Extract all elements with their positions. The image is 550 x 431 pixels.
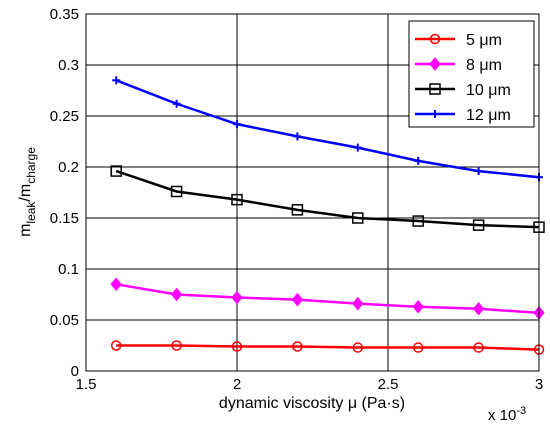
data-point (170, 185, 183, 198)
data-point (110, 165, 122, 177)
legend-marker (429, 57, 441, 71)
data-point (291, 292, 304, 307)
x-axis-title: dynamic viscosity μ (Pa·s) (219, 395, 405, 412)
data-point (172, 99, 181, 108)
y-tick-label: 0 (71, 363, 79, 380)
x-tick-label: 3 (535, 376, 543, 393)
y-tick-label: 0.15 (50, 210, 79, 227)
x-multiplier-base: x 10 (488, 407, 516, 424)
grid (86, 14, 539, 371)
data-point (473, 342, 484, 353)
x-tick-label: 2.5 (378, 376, 399, 393)
x-tick-label: 1.5 (76, 376, 97, 393)
data-point (412, 215, 424, 227)
data-point (412, 299, 424, 314)
data-point (291, 204, 304, 216)
series-line (115, 79, 540, 179)
y-tick-label: 0.1 (58, 261, 79, 278)
x-multiplier-exponent: -3 (516, 405, 526, 417)
series-circle (110, 340, 545, 355)
y-tick-label: 0.2 (58, 159, 79, 176)
data-point (293, 132, 302, 141)
y-title-sep: /m (17, 184, 34, 202)
y-tick-label: 0.25 (50, 108, 79, 125)
data-point (474, 167, 483, 176)
legend: 5 μm 8 μm 10 μm 12 μm (408, 20, 535, 128)
series-layer (110, 76, 545, 355)
x-tick-label: 2 (233, 376, 241, 393)
legend-marker (429, 33, 441, 45)
x-axis-ticks: 1.5 2 2.5 3 (76, 14, 543, 393)
series-line (115, 169, 540, 229)
legend-entry: 10 μm (415, 82, 511, 99)
series-diamond (110, 277, 545, 320)
data-point (472, 219, 485, 231)
data-point (352, 342, 364, 353)
data-point (170, 287, 183, 302)
legend-label: 5 μm (466, 32, 502, 49)
y-axis-ticks: 0 0.05 0.1 0.15 0.2 0.25 0.3 0.35 (50, 6, 539, 380)
data-point (231, 193, 243, 206)
data-point (414, 156, 423, 165)
data-point (353, 143, 362, 152)
y-title-den-sub: charge (24, 147, 38, 184)
y-tick-label: 0.05 (50, 312, 79, 329)
data-point (112, 76, 121, 85)
y-title-num-sub: leak (24, 201, 38, 224)
data-point (472, 301, 485, 316)
legend-label: 8 μm (466, 57, 502, 74)
x-axis-multiplier: x 10-3 (488, 405, 526, 424)
data-point (110, 277, 122, 292)
series-plus (112, 76, 543, 182)
legend-entry: 5 μm (415, 32, 502, 49)
y-tick-label: 0.35 (50, 6, 79, 23)
series-line (116, 344, 540, 351)
legend-entry: 8 μm (415, 57, 502, 74)
data-point (110, 340, 122, 351)
data-point (352, 296, 364, 311)
data-point (233, 120, 241, 129)
data-point (352, 212, 364, 224)
legend-label: 12 μm (466, 107, 511, 124)
y-tick-label: 0.3 (58, 57, 79, 74)
data-point (292, 341, 303, 352)
series-line (115, 283, 540, 315)
data-point (171, 340, 182, 351)
data-point (231, 341, 243, 352)
data-point (231, 290, 243, 305)
legend-entry: 12 μm (415, 107, 511, 124)
y-axis-title: mleak/mcharge (17, 147, 38, 237)
data-point (412, 342, 424, 353)
plot-frame (85, 13, 540, 372)
legend-marker (431, 110, 439, 118)
y-title-base: m (17, 224, 34, 237)
legend-marker (429, 83, 441, 95)
legend-label: 10 μm (466, 82, 511, 99)
